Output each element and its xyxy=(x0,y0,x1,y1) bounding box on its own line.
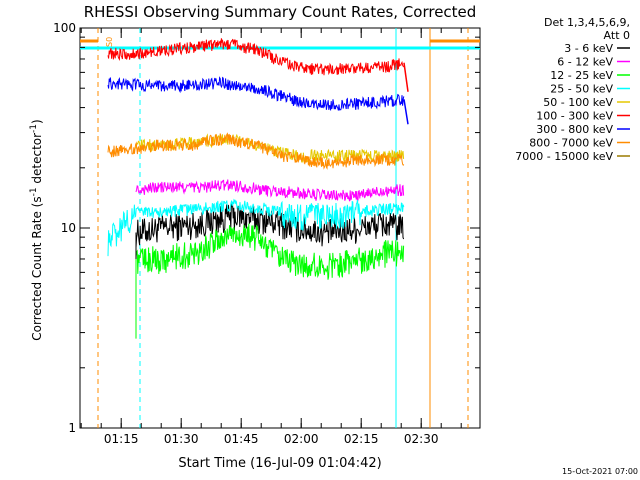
x-tick-label-3: 02:00 xyxy=(284,432,319,446)
series-layer xyxy=(107,38,409,339)
legend-label-5: 100 - 300 keV xyxy=(536,110,613,123)
series-line-0 xyxy=(135,203,405,248)
y-axis-label-sup1: -1 xyxy=(29,187,39,196)
y-tick-label-1: 10 xyxy=(61,221,76,235)
x-axis-label: Start Time (16-Jul-09 01:04:42) xyxy=(178,456,381,471)
legend-label-4: 50 - 100 keV xyxy=(543,96,613,109)
y-tick-label-2: 100 xyxy=(53,21,76,35)
axes-layer: 1 10 100 01:15 01:30 01:45 02:00 02:15 02:30 xyxy=(53,21,480,446)
y-axis-label-tail: detector xyxy=(30,133,44,188)
y-tick-label-0: 1 xyxy=(68,421,76,435)
legend-label-3: 25 - 50 keV xyxy=(550,83,613,96)
x-tick-label-5: 02:30 xyxy=(404,432,439,446)
legend-label-0: 3 - 6 keV xyxy=(564,42,613,55)
series-line-5 xyxy=(107,38,405,76)
y-axis-label: Corrected Count Rate (s-1 detector-1) xyxy=(29,119,44,340)
y-axis-label-sup2: -1 xyxy=(29,124,39,133)
series-line-3 xyxy=(107,198,405,257)
marker-label: S0 xyxy=(105,37,114,47)
chart-title: RHESSI Observing Summary Count Rates, Co… xyxy=(84,3,477,21)
series-line-6 xyxy=(107,76,405,111)
series-drop-300-800 xyxy=(403,99,409,125)
y-axis-label-main: Corrected Count Rate (s xyxy=(30,196,44,340)
series-line-2 xyxy=(135,223,405,280)
legend-label-7: 800 - 7000 keV xyxy=(529,137,613,150)
series-line-7 xyxy=(107,132,405,170)
series-line-4 xyxy=(135,133,405,164)
x-tick-label-1: 01:30 xyxy=(164,432,199,446)
legend-header-line1: Det 1,3,4,5,6,9, xyxy=(544,16,630,29)
y-axis-label-end: ) xyxy=(30,119,44,124)
legend-label-6: 300 - 800 keV xyxy=(536,123,613,136)
series-drop-100-300 xyxy=(403,62,409,92)
legend-label-1: 6 - 12 keV xyxy=(557,56,613,69)
series-line-1 xyxy=(135,179,405,202)
x-tick-label-4: 02:15 xyxy=(344,432,379,446)
legend-header-line2: Att 0 xyxy=(604,29,630,42)
legend-label-8: 7000 - 15000 keV xyxy=(515,150,613,163)
x-tick-label-2: 01:45 xyxy=(224,432,259,446)
footer-timestamp: 15-Oct-2021 07:00 xyxy=(562,467,638,476)
legend-label-2: 12 - 25 keV xyxy=(550,69,613,82)
x-tick-label-0: 01:15 xyxy=(104,432,139,446)
